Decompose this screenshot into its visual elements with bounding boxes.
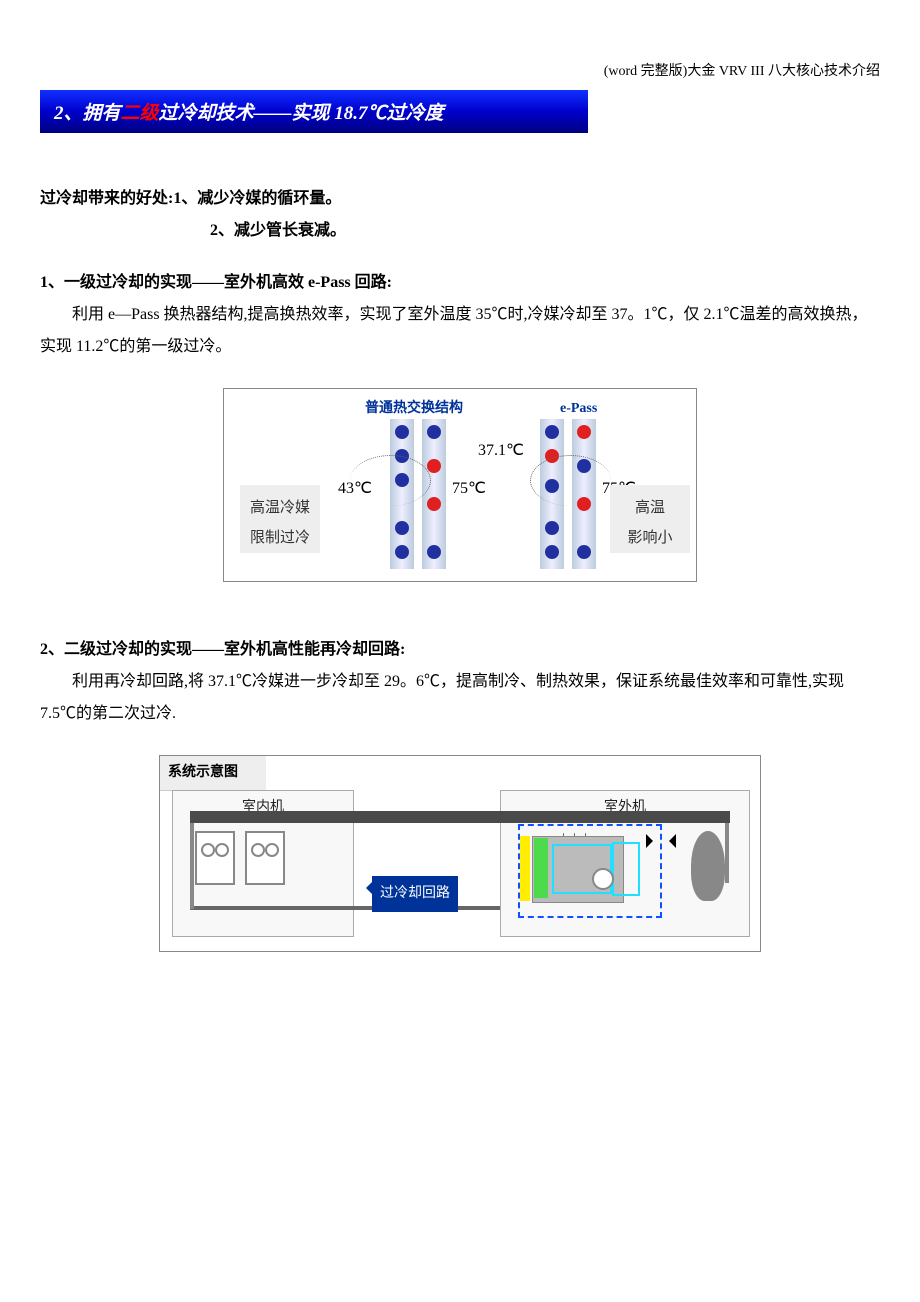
cyan-box-2 [612, 842, 640, 896]
subcool-badge: 过冷却回路 [372, 876, 458, 912]
section2-heading: 2、二级过冷却的实现——室外机高性能再冷却回路: [40, 634, 880, 666]
benefit-line-2: 2、减少管长衰减。 [40, 215, 880, 247]
box-right-line2: 影响小 [610, 523, 690, 553]
fig1-label-conventional: 普通热交换结构 [365, 395, 463, 423]
pipe-top [190, 811, 730, 823]
title-highlight: 二级 [121, 103, 159, 124]
fig2-title: 系统示意图 [160, 756, 266, 791]
page-header: (word 完整版)大金 VRV III 八大核心技术介绍 [40, 60, 880, 80]
temp-right-out: 37.1℃ [478, 435, 524, 467]
title-suffix: 过冷却技术——实现 18.7℃过冷度 [159, 103, 444, 124]
title-prefix: 2、拥有 [54, 103, 121, 124]
box-right-line1: 高温 [610, 493, 690, 523]
section1-body: 利用 e—Pass 换热器结构,提高换热效率，实现了室外温度 35℃时,冷媒冷却… [40, 299, 880, 363]
box-left-line1: 高温冷媒 [240, 493, 320, 523]
compressor-icon [691, 831, 725, 901]
pipe-v2 [725, 823, 729, 883]
arc-left [350, 455, 431, 506]
box-left: 高温冷媒 限制过冷 [240, 485, 320, 553]
temp-left-in: 75℃ [452, 473, 486, 505]
indoor-unit-1 [195, 831, 235, 885]
arc-right [530, 455, 611, 506]
section1-heading: 1、一级过冷却的实现——室外机高效 e-Pass 回路: [40, 267, 880, 299]
fan-circle-icon [592, 868, 614, 890]
box-right: 高温 影响小 [610, 485, 690, 553]
section-title-bar: 2、拥有二级过冷却技术——实现 18.7℃过冷度 [40, 90, 588, 133]
figure-epass-comparison: 普通热交换结构 e-Pass 43℃ 75℃ [223, 388, 697, 582]
tube-left-2 [422, 419, 446, 569]
indoor-unit-2 [245, 831, 285, 885]
section2-body: 利用再冷却回路,将 37.1℃冷媒进一步冷却至 29。6℃，提高制冷、制热效果，… [40, 666, 880, 730]
expansion-valve-icon [646, 834, 676, 848]
yellow-bar [520, 836, 530, 901]
pipe-v1 [190, 823, 194, 909]
box-left-line2: 限制过冷 [240, 523, 320, 553]
benefit-line-1: 过冷却带来的好处:1、减少冷媒的循环量。 [40, 183, 880, 215]
figure-system-schematic: 系统示意图 室内机 室外机 ↓↓↓ 过冷却回路 [159, 755, 761, 952]
green-edge [534, 838, 548, 898]
